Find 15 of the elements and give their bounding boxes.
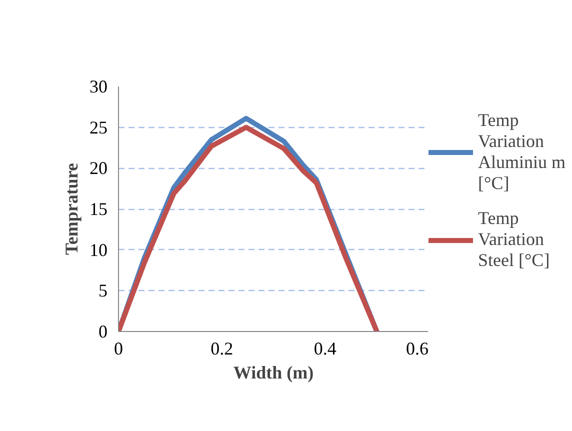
legend-label: Temp Variation Aluminiu m [°C] — [478, 110, 566, 194]
y-tick-label: 25 — [90, 117, 108, 138]
x-tick-label: 0.6 — [406, 338, 428, 358]
y-tick-label: 5 — [98, 280, 108, 301]
legend-label: Temp Variation Steel [°C] — [478, 208, 550, 271]
y-tick-label: 30 — [90, 76, 108, 96]
y-tick-label: 10 — [90, 240, 108, 260]
x-tick-label: 0 — [114, 338, 123, 358]
y-tick-label: 0 — [98, 322, 108, 342]
x-tick-label: 0.2 — [210, 338, 234, 358]
y-axis-title: Temprature — [62, 162, 82, 255]
x-tick-label: 0.4 — [314, 338, 336, 358]
y-tick-label: 15 — [90, 199, 108, 219]
x-axis-title: Width (m) — [233, 362, 314, 382]
y-tick-label: 20 — [90, 158, 108, 178]
